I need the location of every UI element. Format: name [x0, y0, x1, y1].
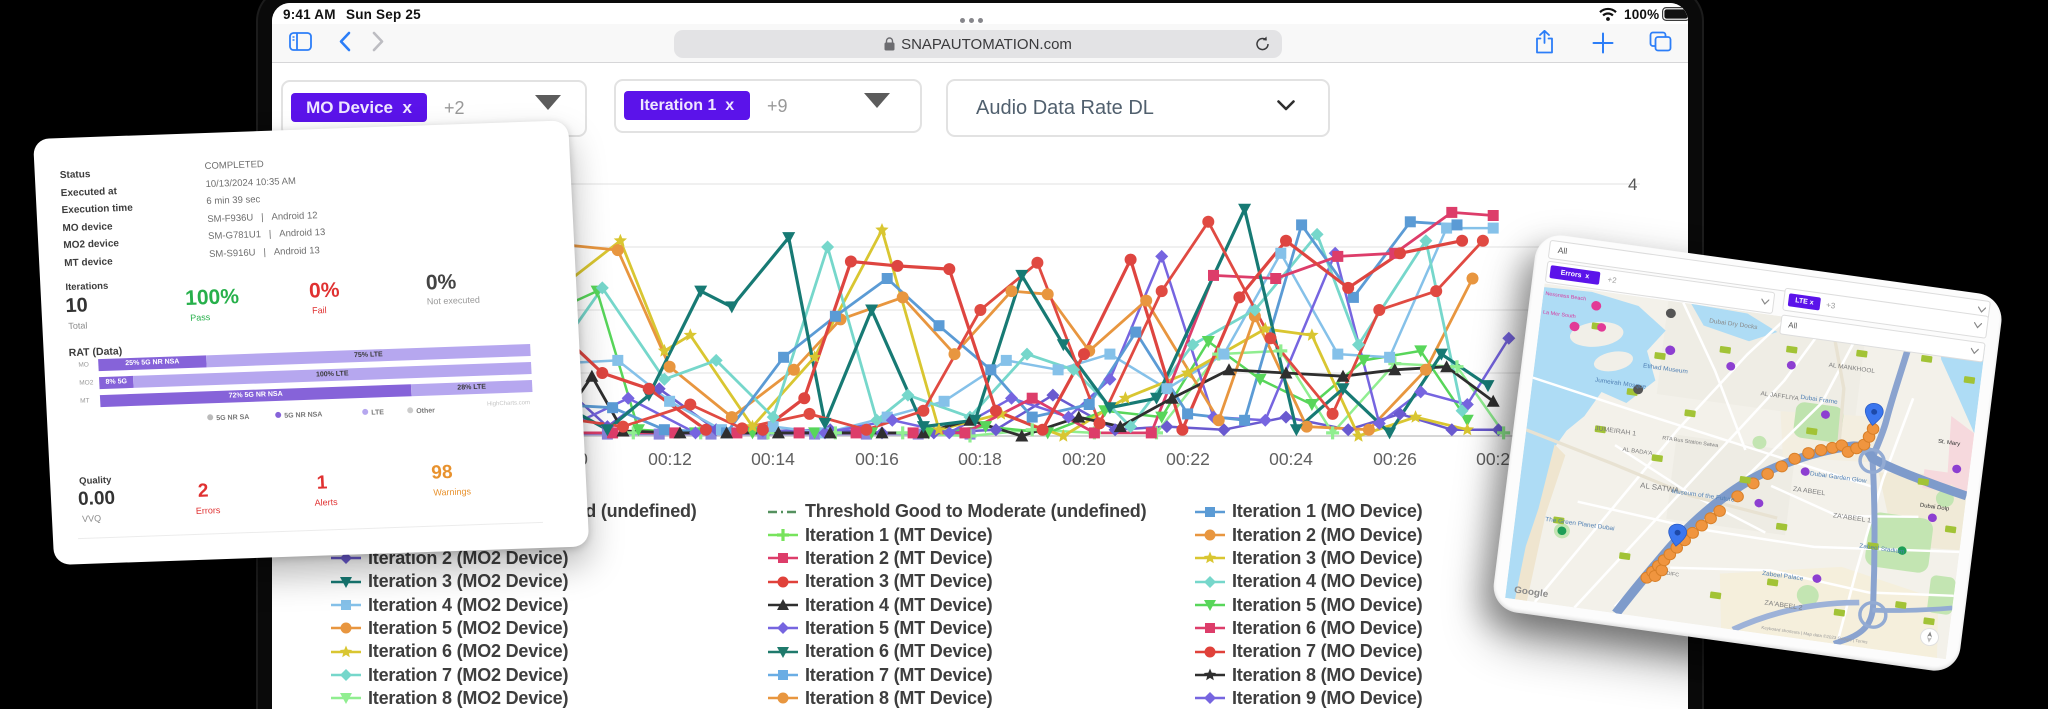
- svg-text:00:14: 00:14: [751, 449, 795, 469]
- svg-text:4: 4: [1628, 175, 1637, 194]
- svg-text:00:18: 00:18: [958, 449, 1002, 469]
- svg-text:Nessnass Beach: Nessnass Beach: [1545, 291, 1587, 302]
- svg-text:ZA ABEEL: ZA ABEEL: [1792, 486, 1825, 497]
- svg-text:Google: Google: [1513, 585, 1549, 600]
- svg-text:00:24: 00:24: [1269, 449, 1313, 469]
- svg-text:00:22: 00:22: [1166, 449, 1210, 469]
- svg-text:Dubai Dolp: Dubai Dolp: [1919, 503, 1949, 513]
- svg-text:00:16: 00:16: [855, 449, 899, 469]
- svg-text:00:20: 00:20: [1062, 449, 1106, 469]
- svg-text:La Mer South: La Mer South: [1543, 310, 1576, 320]
- svg-text:00:26: 00:26: [1373, 449, 1417, 469]
- svg-text:DIFC: DIFC: [1666, 571, 1680, 579]
- svg-text:Dubai Frame: Dubai Frame: [1800, 394, 1838, 406]
- svg-text:00:12: 00:12: [648, 449, 692, 469]
- svg-text:St. Mary: St. Mary: [1938, 439, 1961, 448]
- svg-text:AL BADA'A: AL BADA'A: [1622, 447, 1653, 457]
